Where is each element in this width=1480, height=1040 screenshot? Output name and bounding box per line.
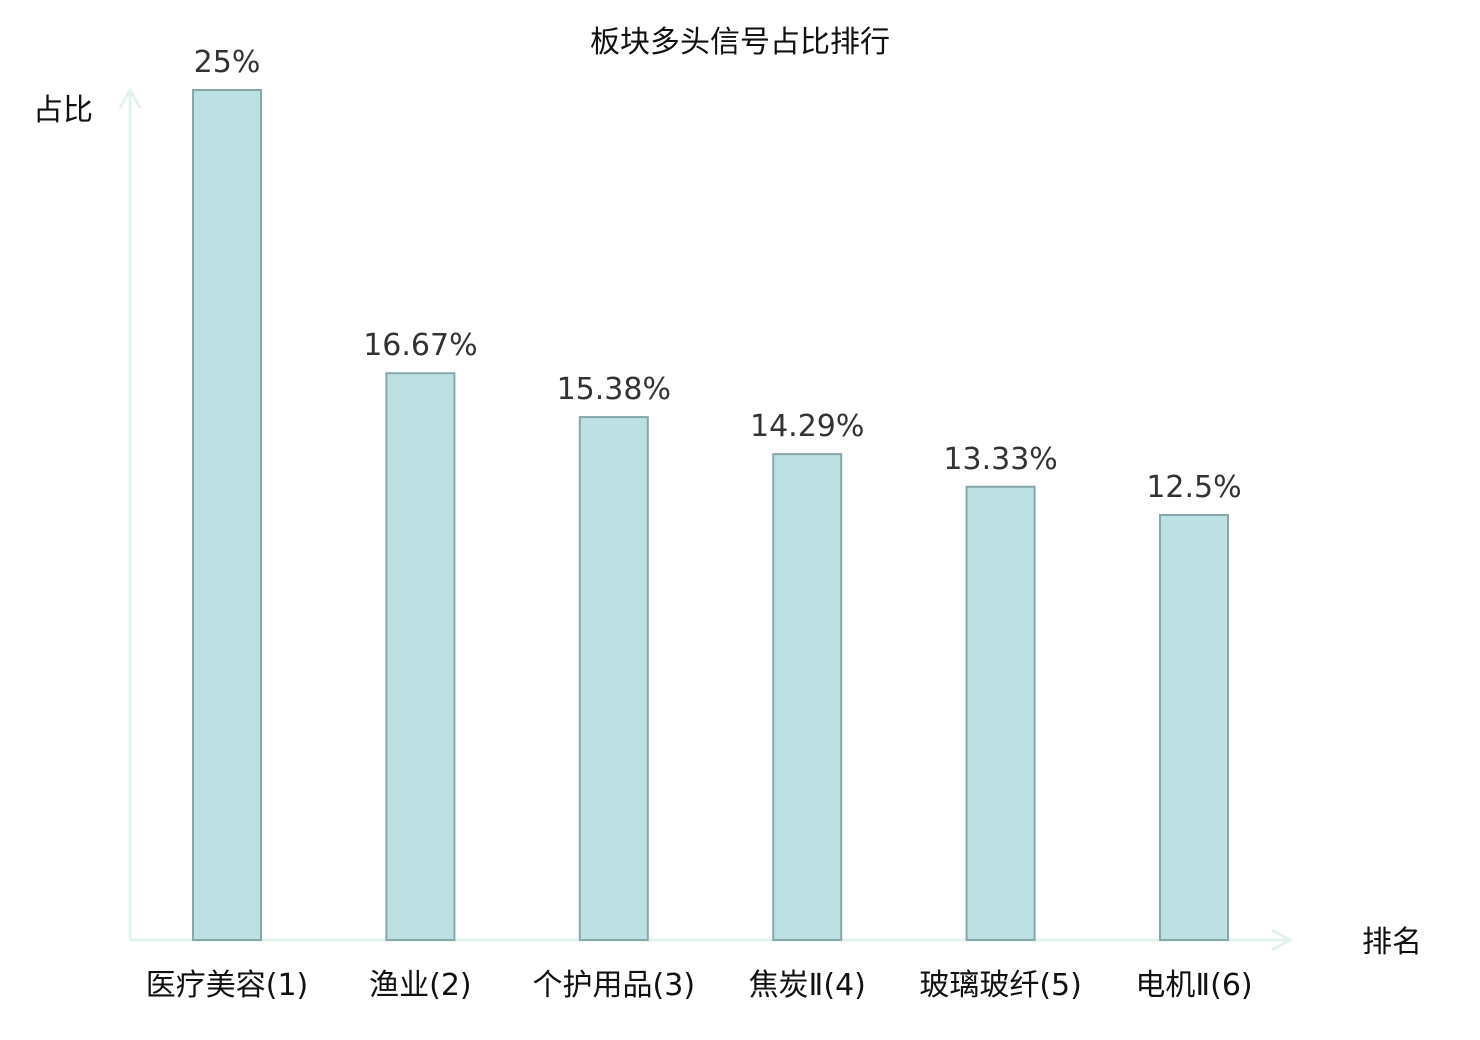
category-label: 个护用品(3) [533, 968, 696, 1003]
bar [1159, 514, 1229, 941]
bars-group [192, 89, 1229, 942]
value-labels-group: 25% 16.67% 15.38% 14.29% 13.33% 12.5% [194, 45, 1242, 505]
bar [578, 416, 649, 941]
bar [385, 372, 456, 942]
value-label: 12.5% [1146, 470, 1241, 505]
category-label: 电机Ⅱ(6) [1135, 968, 1252, 1003]
bar [192, 89, 262, 941]
category-label: 焦炭Ⅱ(4) [749, 968, 866, 1003]
category-labels-group: 医疗美容(1) 渔业(2) 个护用品(3) 焦炭Ⅱ(4) 玻璃玻纤(5) 电机Ⅱ(6) [146, 968, 1253, 1003]
category-label: 渔业(2) [369, 968, 472, 1003]
bar [965, 485, 1036, 941]
category-label: 医疗美容(1) [146, 968, 309, 1003]
y-axis-label: 占比 [33, 93, 93, 128]
y-axis-arrow-icon [118, 86, 142, 109]
value-label: 13.33% [943, 442, 1057, 477]
value-label: 14.29% [750, 409, 864, 444]
value-label: 25% [194, 45, 261, 80]
category-label: 玻璃玻纤(5) [919, 968, 1082, 1003]
value-label: 15.38% [557, 372, 671, 407]
value-label: 16.67% [363, 328, 477, 363]
bar [772, 453, 843, 941]
x-axis-arrow-icon [1271, 928, 1294, 952]
chart-title: 板块多头信号占比排行 [590, 25, 890, 60]
x-axis-label: 排名 [1362, 925, 1422, 960]
axes [118, 86, 1294, 952]
